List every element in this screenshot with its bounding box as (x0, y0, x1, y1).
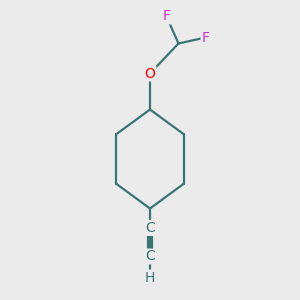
Text: H: H (145, 271, 155, 284)
Text: O: O (145, 67, 155, 80)
Text: C: C (145, 221, 155, 235)
Text: C: C (145, 250, 155, 263)
Text: F: F (202, 31, 209, 44)
Text: F: F (163, 10, 170, 23)
